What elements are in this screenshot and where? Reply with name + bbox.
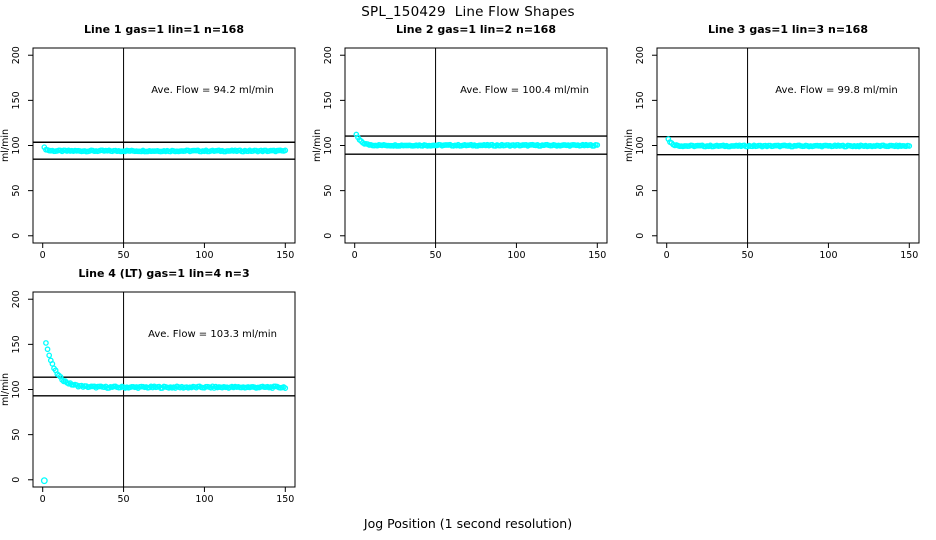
- svg-text:0: 0: [664, 250, 670, 261]
- y-axis: 0 50 100 150 200 ml/min: [0, 46, 33, 239]
- avg-flow-annotation: Ave. Flow = 103.3 ml/min: [148, 329, 277, 340]
- avg-flow-annotation: Ave. Flow = 94.2 ml/min: [151, 85, 273, 96]
- data-series: [40, 340, 289, 485]
- svg-text:100: 100: [323, 136, 334, 154]
- flow-panel-3: Line 3 gas=1 lin=3 n=168 0 50 100 150 0 50 100 1…: [624, 23, 920, 261]
- panel-title: Line 2 gas=1 lin=2 n=168: [396, 23, 556, 36]
- svg-text:0: 0: [11, 477, 22, 483]
- y-axis-title: ml/min: [0, 129, 11, 162]
- svg-text:100: 100: [195, 250, 213, 261]
- svg-text:100: 100: [11, 136, 22, 154]
- y-axis: 0 50 100 150 200 ml/min: [624, 46, 657, 239]
- svg-text:50: 50: [118, 250, 130, 261]
- avg-flow-annotation: Ave. Flow = 100.4 ml/min: [460, 85, 589, 96]
- x-axis-label: Jog Position (1 second resolution): [363, 516, 573, 531]
- svg-text:50: 50: [323, 185, 334, 197]
- y-axis-title: ml/min: [624, 129, 635, 162]
- svg-text:50: 50: [430, 250, 442, 261]
- svg-text:0: 0: [11, 233, 22, 239]
- svg-text:50: 50: [635, 185, 646, 197]
- svg-text:150: 150: [323, 91, 334, 109]
- svg-text:0: 0: [40, 494, 46, 505]
- x-axis: 0 50 100 150: [352, 243, 606, 261]
- data-series: [353, 131, 601, 149]
- svg-text:150: 150: [276, 494, 294, 505]
- avg-flow-annotation: Ave. Flow = 99.8 ml/min: [775, 85, 897, 96]
- svg-text:0: 0: [352, 250, 358, 261]
- svg-text:150: 150: [11, 91, 22, 109]
- svg-text:50: 50: [11, 429, 22, 441]
- panel-title: Line 4 (LT) gas=1 lin=4 n=3: [78, 267, 249, 280]
- plot-box: [32, 47, 296, 244]
- svg-text:200: 200: [11, 290, 22, 308]
- svg-text:150: 150: [276, 250, 294, 261]
- svg-text:150: 150: [635, 91, 646, 109]
- y-axis: 0 50 100 150 200 ml/min: [312, 46, 345, 239]
- svg-text:50: 50: [118, 494, 130, 505]
- svg-text:100: 100: [11, 380, 22, 398]
- flow-panel-2: Line 2 gas=1 lin=2 n=168 0 50 100 150 0 50 100 1…: [312, 23, 608, 261]
- svg-text:150: 150: [588, 250, 606, 261]
- y-axis-title: ml/min: [312, 129, 323, 162]
- svg-text:0: 0: [40, 250, 46, 261]
- svg-text:200: 200: [323, 46, 334, 64]
- flow-panel-4: Line 4 (LT) gas=1 lin=4 n=3 0 50 100 150 0 50 1…: [0, 267, 296, 505]
- x-axis: 0 50 100 150: [40, 243, 294, 261]
- svg-text:100: 100: [507, 250, 525, 261]
- panel-title: Line 3 gas=1 lin=3 n=168: [708, 23, 868, 36]
- y-axis-title: ml/min: [0, 373, 11, 406]
- x-axis: 0 50 100 150: [664, 243, 918, 261]
- svg-text:150: 150: [11, 335, 22, 353]
- main-title: SPL_150429 Line Flow Shapes: [361, 4, 575, 20]
- svg-text:50: 50: [742, 250, 754, 261]
- svg-text:100: 100: [635, 136, 646, 154]
- svg-text:200: 200: [11, 46, 22, 64]
- svg-text:0: 0: [323, 233, 334, 239]
- svg-text:200: 200: [635, 46, 646, 64]
- svg-text:50: 50: [11, 185, 22, 197]
- svg-text:100: 100: [195, 494, 213, 505]
- data-series: [41, 144, 289, 155]
- svg-text:150: 150: [900, 250, 918, 261]
- data-series: [665, 136, 913, 150]
- y-axis: 0 50 100 150 200 ml/min: [0, 290, 33, 483]
- panel-title: Line 1 gas=1 lin=1 n=168: [84, 23, 244, 36]
- x-axis: 0 50 100 150: [40, 487, 294, 505]
- svg-text:100: 100: [819, 250, 837, 261]
- svg-text:0: 0: [635, 233, 646, 239]
- flow-panel-1: Line 1 gas=1 lin=1 n=168 0 50 100 150 0 50 100 1…: [0, 23, 296, 261]
